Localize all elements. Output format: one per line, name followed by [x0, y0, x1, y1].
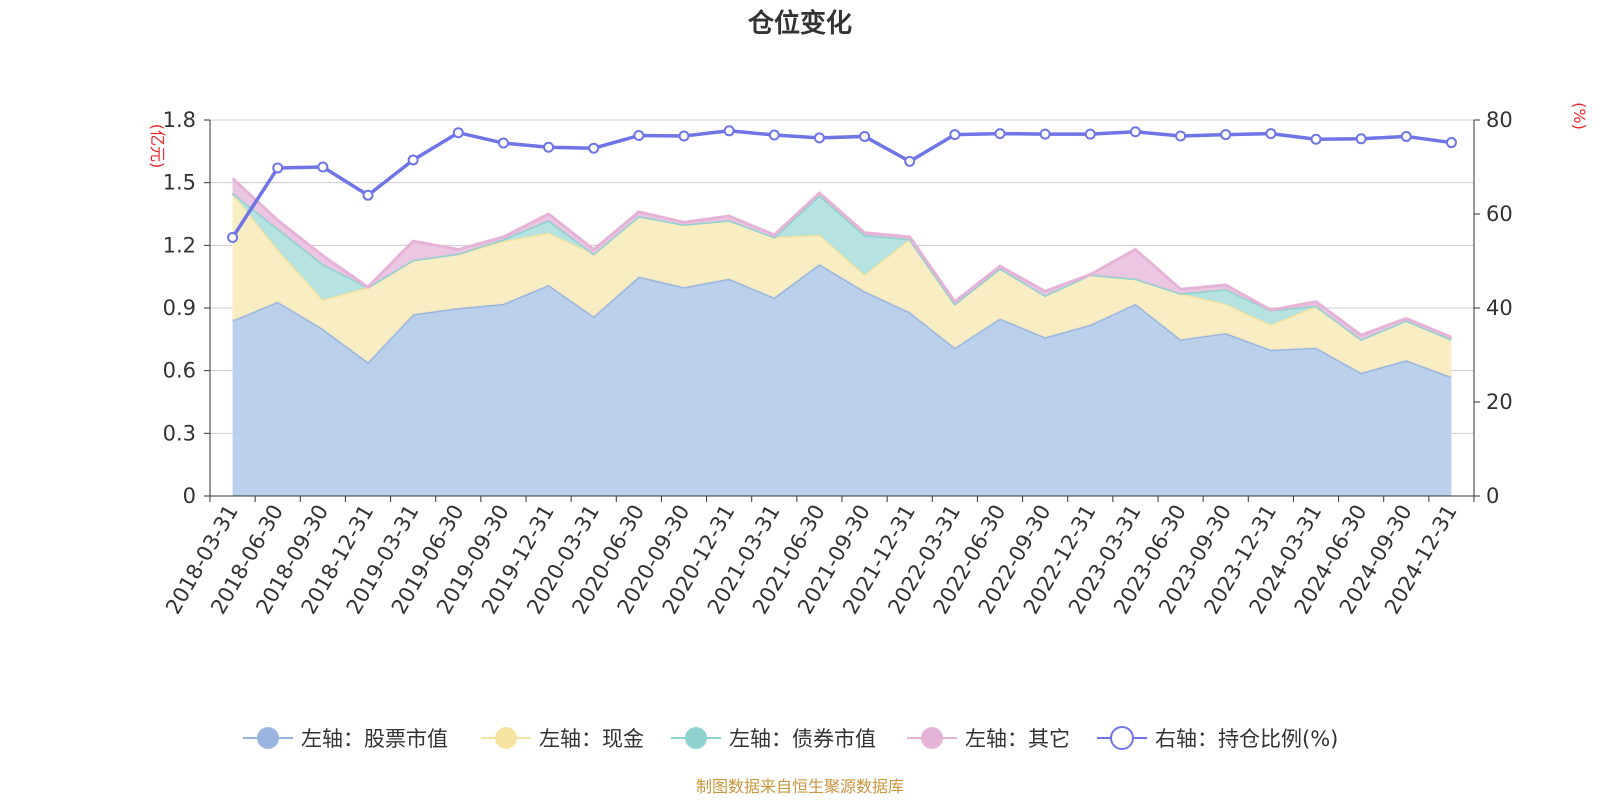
holding-ratio-point: [1355, 133, 1367, 145]
holding-ratio-point: [272, 162, 284, 174]
holding-ratio-point: [1445, 137, 1457, 149]
chart-title: 仓位变化: [747, 8, 852, 39]
holding-ratio-point: [949, 129, 961, 141]
left-tick-label: 0.6: [163, 359, 196, 383]
holding-ratio-point: [1084, 128, 1096, 140]
right-tick-label: 80: [1486, 108, 1513, 132]
legend-label: 右轴：持仓比例(%): [1155, 727, 1338, 751]
left-tick-label: 0.9: [163, 296, 196, 320]
right-axis-unit: (%): [1570, 102, 1589, 130]
holding-ratio-point: [904, 155, 916, 167]
holding-ratio-layer: [227, 125, 1457, 243]
area-series-3-edge: [231, 191, 1453, 342]
holding-ratio-point: [588, 142, 600, 154]
legend[interactable]: 左轴：股票市值 左轴：现金 左轴：债券市值 左轴：其它 右轴：持仓比例(%): [243, 726, 1338, 751]
holding-ratio-point: [813, 132, 825, 144]
stacked-areas: [231, 177, 1453, 496]
legend-item-4[interactable]: 左轴：其它: [907, 727, 1070, 751]
holding-ratio-point: [452, 127, 464, 139]
left-tick-label: 0.3: [163, 421, 196, 445]
legend-marker: [921, 727, 943, 749]
legend-item-3[interactable]: 左轴：债券市值: [671, 727, 876, 751]
area-series-3: [232, 193, 1452, 340]
holding-ratio-point: [1175, 130, 1187, 142]
holding-ratio-point: [859, 130, 871, 142]
area-series-2: [232, 193, 1452, 377]
holding-ratio-point: [678, 130, 690, 142]
holding-ratio-point: [768, 129, 780, 141]
right-tick-label: 40: [1486, 296, 1513, 320]
holding-ratio-point: [1220, 129, 1232, 141]
legend-marker: [1110, 726, 1134, 750]
left-tick-label: 1.5: [163, 171, 196, 195]
holding-ratio-point: [1265, 128, 1277, 140]
legend-item-5[interactable]: 右轴：持仓比例(%): [1097, 726, 1338, 751]
left-tick-label: 1.2: [163, 233, 196, 257]
legend-label: 左轴：现金: [539, 727, 644, 751]
holding-ratio-point: [633, 130, 645, 142]
right-tick-label: 0: [1486, 484, 1499, 508]
legend-marker: [257, 727, 279, 749]
right-tick-label: 60: [1486, 202, 1513, 226]
holding-ratio-point: [723, 125, 735, 137]
legend-item-1[interactable]: 左轴：股票市值: [243, 727, 448, 751]
holding-ratio-point: [362, 189, 374, 201]
legend-label: 左轴：其它: [965, 727, 1070, 751]
holding-ratio-point: [994, 128, 1006, 140]
area-series-4-edge: [231, 177, 1453, 339]
legend-item-2[interactable]: 左轴：现金: [481, 727, 644, 751]
legend-marker: [495, 727, 517, 749]
holding-ratio-line: [231, 129, 1452, 239]
holding-ratio-point: [1129, 126, 1141, 138]
holding-ratio-point: [317, 161, 329, 173]
left-tick-label: 1.8: [163, 108, 196, 132]
right-tick-label: 20: [1486, 390, 1513, 414]
holding-ratio-point: [497, 137, 509, 149]
holding-ratio-point: [543, 141, 555, 153]
legend-label: 左轴：债券市值: [729, 727, 876, 751]
holding-ratio-point: [1039, 128, 1051, 140]
holding-ratio-point: [1310, 133, 1322, 145]
holding-ratio-point: [227, 232, 239, 243]
holding-ratio-point: [407, 154, 419, 166]
area-series-1: [232, 264, 1452, 496]
legend-marker: [685, 727, 707, 749]
left-axis-unit: (亿元): [148, 124, 167, 169]
data-source-note: 制图数据来自恒生聚源数据库: [696, 777, 904, 796]
holding-ratio-point: [1400, 130, 1412, 142]
left-tick-label: 0: [183, 484, 196, 508]
legend-label: 左轴：股票市值: [301, 727, 448, 751]
